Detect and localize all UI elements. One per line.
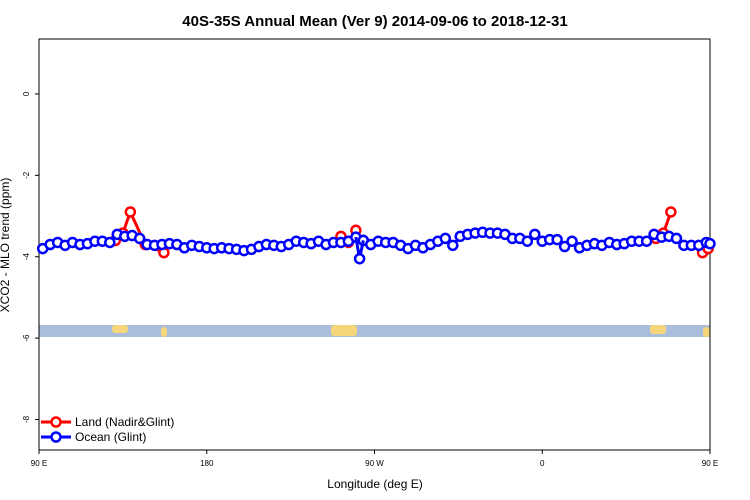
map-land-patch — [650, 325, 666, 334]
map-strip — [39, 325, 710, 337]
data-point — [558, 240, 571, 253]
legend: Land (Nadir&Glint) Ocean (Glint) — [41, 415, 174, 444]
map-land-patch — [161, 327, 167, 337]
data-point — [566, 235, 578, 247]
map-land-patch — [112, 325, 128, 333]
data-point — [133, 232, 146, 245]
y-tick-label: -2 — [22, 171, 31, 179]
legend-item-land: Land (Nadir&Glint) — [41, 415, 174, 429]
x-tick-label: 180 — [200, 459, 214, 468]
x-tick-label: 0 — [540, 459, 545, 468]
x-axis-label: Longitude (deg E) — [327, 477, 422, 491]
y-tick-label: 0 — [22, 91, 31, 96]
data-point — [670, 232, 683, 245]
y-tick-label: -4 — [22, 253, 31, 261]
chart-title: 40S-35S Annual Mean (Ver 9) 2014-09-06 t… — [182, 13, 567, 30]
x-axis: 90 E 180 90 W 0 90 E — [31, 450, 718, 468]
y-tick-label: -8 — [22, 415, 31, 423]
data-point — [551, 233, 563, 246]
data-point — [439, 232, 452, 245]
data-point — [104, 236, 116, 249]
map-land-patch — [703, 327, 710, 337]
y-tick-label: -6 — [22, 334, 31, 342]
data-point — [521, 235, 534, 247]
x-tick-label: 90 W — [365, 459, 384, 468]
ocean-outlier — [353, 236, 366, 265]
plot-area: 90 E 180 90 W 0 90 E 0 -2 -4 -6 -8 — [22, 38, 718, 468]
data-point — [640, 235, 653, 247]
legend-ocean-label: Ocean (Glint) — [75, 430, 146, 444]
series-layer — [36, 206, 716, 265]
map-ocean-band — [39, 325, 710, 337]
series-4 — [36, 226, 716, 257]
legend-item-ocean: Ocean (Glint) — [41, 430, 146, 444]
legend-land-marker — [50, 416, 62, 428]
data-point — [124, 206, 137, 218]
data-point — [529, 228, 541, 241]
y-axis: 0 -2 -4 -6 -8 — [22, 91, 39, 423]
x-tick-label: 90 E — [31, 459, 47, 468]
legend-ocean-marker — [50, 431, 62, 443]
data-point — [353, 252, 366, 265]
legend-land-label: Land (Nadir&Glint) — [75, 415, 174, 429]
data-point — [447, 239, 459, 252]
map-land-patch — [331, 325, 357, 336]
data-point — [704, 237, 716, 250]
data-point — [665, 206, 677, 218]
x-tick-label: 90 E — [702, 459, 718, 468]
y-axis-label: XCO2 - MLO trend (ppm) — [0, 178, 12, 313]
